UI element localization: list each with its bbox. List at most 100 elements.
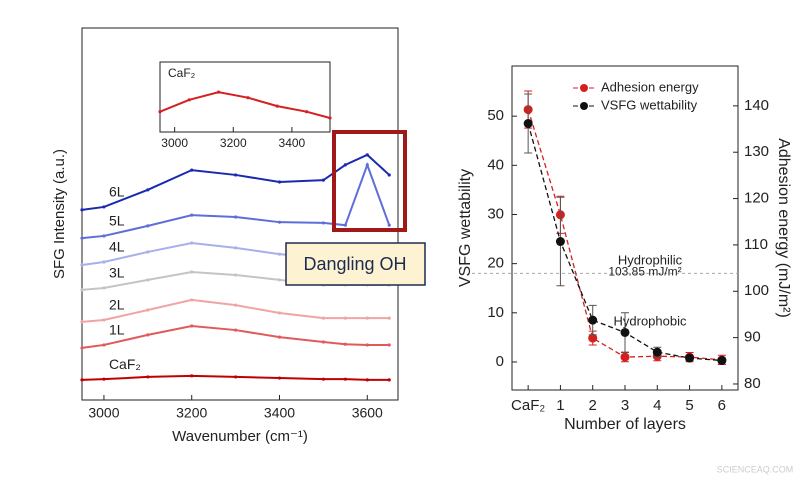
highlight-box	[332, 130, 407, 232]
spectrum-point	[102, 343, 106, 347]
spectrum-point	[146, 278, 150, 282]
spectrum-point	[234, 273, 238, 277]
spectrum-point	[387, 223, 391, 227]
y2-tick-label: 100	[744, 282, 769, 299]
spectra-panel: 3000 3200 3400 3600 CaF₂ 1L 2L 3L 4L 5L 6L	[80, 153, 391, 421]
x-axis-title: Wavenumber (cm⁻¹)	[172, 428, 308, 445]
data-point	[652, 347, 662, 357]
spectrum-point	[321, 316, 325, 320]
spectrum-point	[80, 236, 84, 240]
spectrum-point	[277, 180, 282, 184]
spectrum-point	[387, 316, 391, 320]
spectrum-point	[234, 173, 238, 177]
wettability-panel: 0 10 20 30 40 50 80 90 100 110 120 130 140 CaF₂ 1 2 3 4 5 6…	[472, 79, 769, 414]
spectrum-point	[102, 286, 106, 290]
spectrum-point	[277, 335, 282, 339]
x-axis-title: Number of layers	[564, 416, 686, 433]
spectrum-point	[343, 163, 347, 167]
spectrum-point	[146, 333, 150, 337]
annotation: Hydrophobic	[614, 313, 687, 328]
spectrum-point	[80, 320, 84, 324]
spectrum-line	[81, 161, 391, 240]
spectrum-point	[102, 318, 106, 322]
spectrum-point	[365, 153, 369, 157]
spectrum-point	[80, 288, 84, 292]
spectrum-point	[277, 311, 282, 315]
spectrum-point	[343, 316, 347, 320]
data-point	[685, 353, 695, 363]
spectrum-point	[277, 220, 282, 224]
x-tick-label: 3000	[161, 136, 188, 150]
annotation: Dangling OH	[303, 254, 406, 274]
spectrum-point	[365, 316, 369, 320]
inset-panel: 3000 3200 3400 CaF₂	[158, 66, 332, 150]
spectrum-line	[81, 153, 390, 211]
data-point	[588, 315, 598, 325]
y-tick-label: 50	[487, 107, 504, 124]
x-tick-label: 6	[718, 397, 726, 414]
spectrum-point	[102, 234, 106, 238]
spectrum-point	[277, 278, 282, 282]
spectrum-line	[81, 298, 390, 323]
spectrum-point	[343, 377, 347, 381]
legend-label: VSFG wettability	[601, 97, 698, 112]
spectrum-point	[321, 377, 325, 381]
y-tick-label: 30	[487, 205, 504, 222]
spectrum-point	[102, 377, 106, 381]
spectrum-point	[80, 263, 84, 267]
spectrum-point	[234, 215, 238, 219]
spectrum-point	[146, 308, 150, 312]
spectrum-point	[365, 343, 369, 347]
spectrum-point	[321, 221, 325, 225]
y2-tick-label: 110	[744, 236, 768, 253]
y2-tick-label: 80	[744, 375, 761, 392]
spectrum-point	[217, 90, 221, 94]
data-point	[588, 333, 598, 343]
spectrum-point	[146, 250, 150, 254]
y2-tick-label: 90	[744, 329, 761, 346]
x-tick-label: 3400	[264, 405, 295, 421]
annotation-box	[285, 242, 426, 286]
spectrum-point	[80, 378, 84, 382]
spectrum-point	[365, 378, 369, 382]
y-axis-title: SFG Intensity (a.u.)	[51, 149, 68, 279]
data-point	[620, 352, 630, 362]
annotation: Hydrophilic	[618, 252, 683, 267]
data-point	[523, 119, 533, 129]
y2-tick-label: 120	[744, 190, 769, 207]
spectrum-point	[234, 328, 238, 332]
watermark: SCIENCEAQ.COM	[717, 464, 794, 474]
spectrum-point	[190, 213, 194, 217]
spectrum-point	[158, 110, 162, 114]
series-label: 6L	[109, 184, 125, 200]
x-tick-label: 5	[685, 397, 693, 414]
x-tick-label: 3200	[220, 136, 247, 150]
y-tick-label: 20	[487, 255, 504, 272]
spectrum-point	[343, 223, 347, 227]
y2-tick-label: 130	[744, 143, 769, 160]
spectrum-point	[365, 163, 369, 167]
series-label: CaF₂	[109, 356, 141, 372]
spectrum-point	[190, 270, 194, 274]
legend-marker	[580, 102, 588, 110]
spectrum-point	[246, 96, 250, 100]
spectrum-point	[146, 224, 150, 228]
spectrum-point	[234, 375, 238, 379]
spectrum-point	[190, 298, 194, 302]
data-point	[555, 237, 565, 247]
spectrum-point	[321, 178, 325, 182]
x-tick-label: 3400	[279, 136, 306, 150]
series-label: 5L	[109, 213, 125, 229]
series-label: CaF₂	[168, 66, 196, 80]
spectrum-line	[81, 374, 390, 381]
spectrum-point	[190, 241, 194, 245]
x-tick-label: 4	[653, 397, 661, 414]
series-label: 3L	[109, 265, 125, 281]
spectrum-point	[277, 252, 282, 256]
legend-marker	[580, 84, 588, 92]
spectrum-point	[190, 168, 194, 172]
y-tick-label: 0	[496, 353, 504, 370]
spectrum-point	[190, 324, 194, 328]
data-point	[620, 327, 630, 337]
